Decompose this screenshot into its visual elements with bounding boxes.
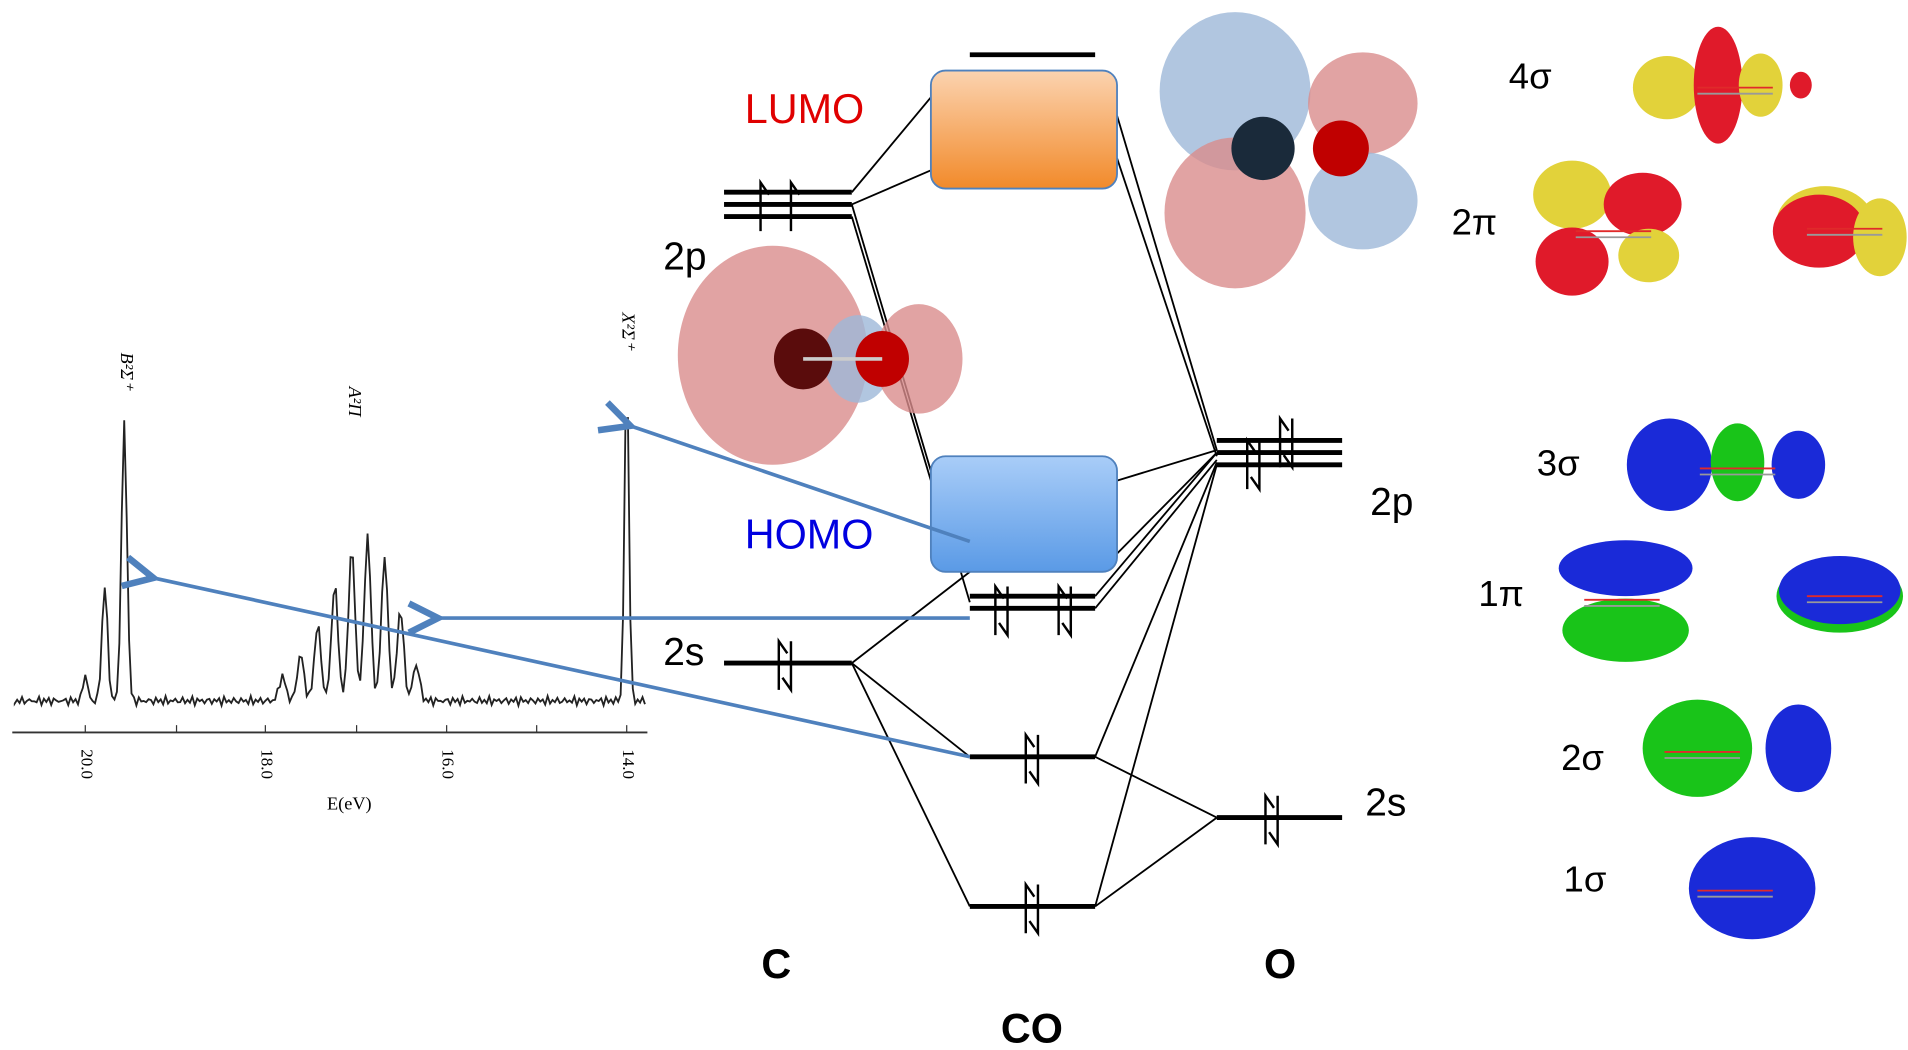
- atom: [1313, 120, 1369, 176]
- lumo-box: [931, 71, 1117, 189]
- lumo-label: LUMO: [745, 86, 865, 132]
- connector: [852, 663, 970, 906]
- orbital-label: 4σ: [1509, 56, 1552, 97]
- mo-diagram: LUMOHOMO2p2s2p2sCOCOB²Σ⁺A²ΠX²Σ⁺20.018.01…: [0, 0, 1908, 1050]
- orbital-lobe: [1853, 198, 1907, 276]
- orbital-lobe: [1562, 599, 1689, 662]
- orbital-lobe: [1643, 700, 1753, 797]
- orbital-lobe: [1559, 540, 1693, 596]
- axis-label: E(eV): [327, 794, 372, 815]
- connector: [1117, 453, 1217, 554]
- orbital-lobe: [1766, 704, 1832, 792]
- orbital-lobe: [1773, 195, 1865, 268]
- connector: [1095, 818, 1217, 907]
- orbital-label: 3σ: [1537, 443, 1580, 484]
- atom-label: O: [1264, 941, 1296, 987]
- orbital-lobe: [1711, 423, 1765, 501]
- homo-box: [931, 456, 1117, 572]
- connector: [1095, 757, 1217, 818]
- orbital-label: 1σ: [1564, 859, 1607, 900]
- tick-label: 18.0: [257, 749, 276, 779]
- orbital-label: 2π: [1452, 202, 1497, 243]
- orbital-lobe: [1790, 72, 1812, 99]
- layer: [12, 12, 1906, 939]
- assignment-arrow: [153, 578, 969, 757]
- atom-label: C: [761, 941, 791, 987]
- tick-label: 14.0: [619, 749, 638, 779]
- atom: [1231, 117, 1294, 180]
- connector: [1117, 450, 1217, 480]
- peak-label: X²Σ⁺: [619, 311, 639, 350]
- level-label: 2s: [663, 631, 704, 674]
- tick-label: 20.0: [77, 749, 96, 779]
- level-label: 2p: [663, 235, 706, 278]
- level-label: 2s: [1365, 782, 1406, 825]
- orbital-lobe: [1779, 556, 1901, 624]
- connector: [852, 170, 931, 204]
- tick-label: 16.0: [439, 749, 458, 779]
- orbital-lobe: [1604, 173, 1682, 236]
- peak-label: A²Π: [345, 386, 365, 419]
- spectrum-trace: [15, 418, 645, 706]
- orbital-label: 1π: [1478, 573, 1523, 614]
- orbital-lobe: [1739, 54, 1783, 117]
- orbital-label: 2σ: [1561, 737, 1604, 778]
- molecule-label: CO: [1001, 1006, 1063, 1050]
- orbital-lobe: [1633, 56, 1701, 119]
- homo-label: HOMO: [745, 512, 874, 558]
- level-label: 2p: [1370, 481, 1413, 524]
- orbital-lobe: [1533, 161, 1611, 229]
- orbital-lobe: [1772, 431, 1826, 499]
- orbital-lobe: [1689, 837, 1816, 939]
- peak-label: B²Σ⁺: [117, 353, 137, 391]
- orbital-lobe: [1694, 27, 1743, 144]
- orbital-lobe: [1627, 419, 1712, 511]
